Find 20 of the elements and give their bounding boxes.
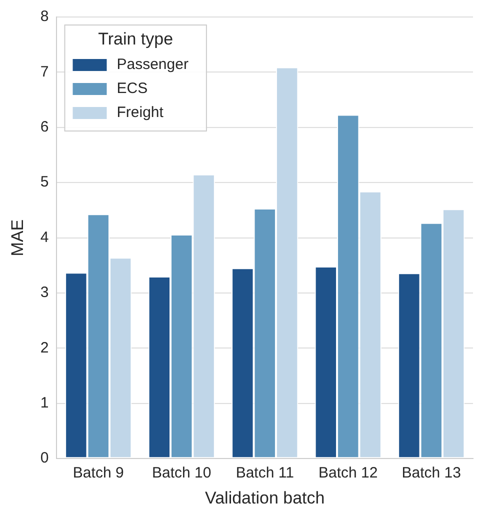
legend-label: ECS — [116, 80, 148, 98]
x-tick-label: Batch 10 — [152, 464, 212, 482]
legend-label: Freight — [116, 104, 164, 122]
x-tick-label: Batch 12 — [318, 464, 378, 482]
x-tick-label: Batch 11 — [236, 464, 294, 482]
y-tick-label: 3 — [40, 284, 49, 302]
y-tick-label: 5 — [40, 174, 49, 191]
y-tick-label: 4 — [40, 228, 49, 246]
legend-label: Passenger — [116, 56, 188, 74]
y-tick-label: 1 — [40, 394, 49, 412]
x-tick-label: Batch 9 — [72, 464, 124, 482]
y-tick-label: 7 — [40, 63, 49, 80]
legend-title: Train type — [98, 30, 174, 49]
x-axis-title: Validation batch — [205, 488, 325, 508]
y-tick-label: 6 — [40, 118, 49, 136]
y-axis-title: MAE — [8, 219, 27, 256]
y-tick-label: 8 — [40, 8, 49, 26]
y-tick-label: 2 — [40, 339, 49, 356]
x-tick-label: Batch 13 — [402, 464, 461, 482]
y-tick-label: 0 — [40, 450, 49, 467]
